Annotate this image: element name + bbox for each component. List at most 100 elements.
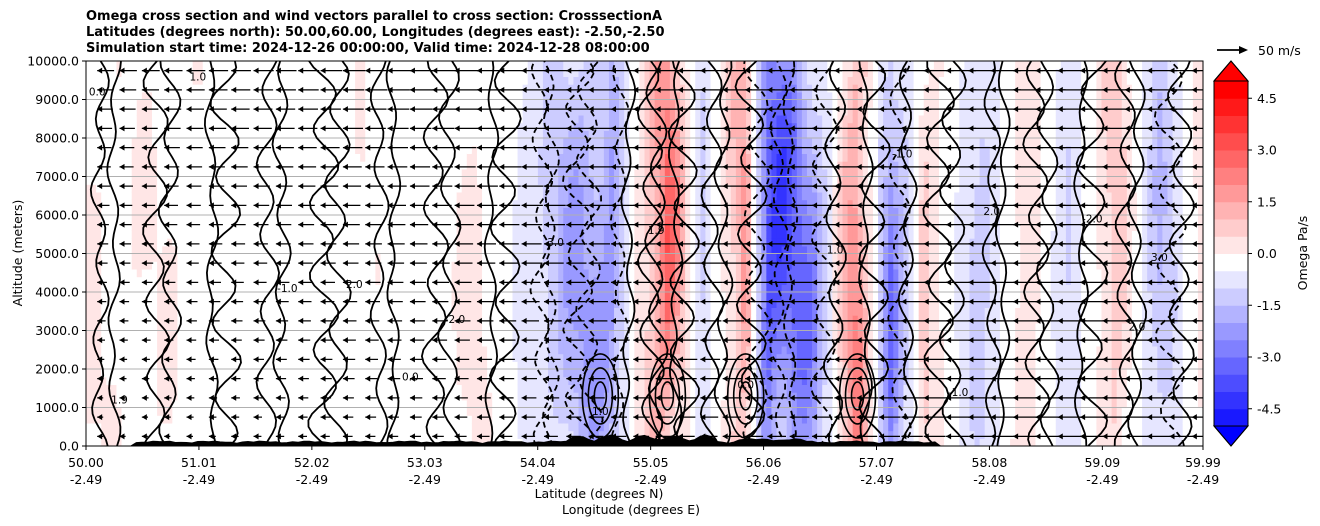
omega-cell xyxy=(197,138,204,147)
omega-cell xyxy=(268,230,275,239)
omega-cell xyxy=(268,407,275,416)
omega-cell xyxy=(238,245,244,255)
omega-cell xyxy=(146,99,153,108)
omega-cell xyxy=(512,199,519,208)
omega-cell xyxy=(400,99,407,108)
omega-cell xyxy=(131,122,138,131)
omega-cell xyxy=(182,122,189,131)
omega-cell xyxy=(436,284,443,293)
omega-cell xyxy=(314,84,321,93)
omega-cell xyxy=(482,369,488,378)
omega-cell xyxy=(167,399,173,409)
omega-cell xyxy=(451,107,458,116)
omega-cell xyxy=(492,245,498,255)
omega-cell xyxy=(456,330,463,339)
omega-cell xyxy=(471,307,478,316)
omega-cell xyxy=(365,76,371,85)
omega-cell xyxy=(106,261,112,270)
omega-cell xyxy=(319,184,326,193)
omega-cell xyxy=(243,99,250,108)
omega-cell xyxy=(314,415,321,424)
omega-cell xyxy=(212,322,219,332)
omega-cell xyxy=(162,238,168,247)
omega-cell xyxy=(278,191,285,201)
omega-cell xyxy=(121,245,128,255)
omega-cell xyxy=(136,153,143,162)
omega-cell xyxy=(157,107,163,116)
omega-cell xyxy=(278,330,285,339)
omega-cell xyxy=(131,345,138,355)
omega-cell xyxy=(172,422,178,432)
omega-cell xyxy=(558,168,564,178)
omega-cell xyxy=(355,61,361,70)
omega-cell xyxy=(101,245,107,255)
omega-cell xyxy=(578,430,585,439)
omega-cell xyxy=(197,268,204,278)
omega-cell xyxy=(126,330,133,339)
omega-cell xyxy=(400,322,407,332)
omega-cell xyxy=(223,268,229,278)
omega-cell xyxy=(350,315,356,324)
omega-cell xyxy=(360,415,366,424)
omega-cell xyxy=(96,276,102,285)
omega-cell xyxy=(370,215,377,224)
omega-cell xyxy=(273,230,280,239)
omega-cell xyxy=(385,361,392,370)
omega-cell xyxy=(502,122,509,131)
omega-cell xyxy=(263,407,270,416)
omega-cell xyxy=(248,168,255,178)
omega-cell xyxy=(558,384,564,393)
omega-cell xyxy=(502,299,509,308)
omega-cell xyxy=(289,68,295,77)
omega-cell xyxy=(162,153,168,162)
omega-cell xyxy=(553,161,559,170)
omega-cell xyxy=(441,130,448,139)
omega-cell xyxy=(537,345,544,355)
omega-cell xyxy=(344,191,351,201)
omega-cell xyxy=(527,161,534,170)
omega-cell xyxy=(548,230,554,239)
omega-cell xyxy=(512,107,519,116)
omega-cell xyxy=(416,215,422,224)
omega-cell xyxy=(334,138,341,147)
omega-cell xyxy=(243,322,250,332)
omega-cell xyxy=(395,253,402,262)
omega-cell xyxy=(461,191,468,201)
omega-cell xyxy=(253,292,260,301)
omega-cell xyxy=(390,238,397,247)
omega-cell xyxy=(197,145,204,154)
omega-cell xyxy=(96,238,102,247)
omega-cell xyxy=(446,122,453,131)
omega-cell xyxy=(243,330,250,339)
omega-cell xyxy=(482,415,488,424)
omega-cell xyxy=(136,307,143,316)
omega-cell xyxy=(197,284,204,293)
omega-cell xyxy=(471,145,478,154)
omega-cell xyxy=(507,315,514,324)
omega-cell xyxy=(360,384,366,393)
omega-cell xyxy=(390,207,397,216)
omega-cell xyxy=(299,99,305,108)
omega-cell xyxy=(461,361,468,370)
omega-cell xyxy=(289,299,295,308)
omega-cell xyxy=(86,199,92,208)
omega-cell xyxy=(192,384,199,393)
omega-cell xyxy=(517,253,524,262)
omega-cell xyxy=(197,345,204,355)
omega-cell xyxy=(111,130,118,139)
omega-cell xyxy=(502,415,509,424)
omega-cell xyxy=(86,76,92,85)
omega-cell xyxy=(258,161,265,170)
omega-cell xyxy=(476,222,483,231)
omega-cell xyxy=(537,68,544,77)
omega-cell xyxy=(289,261,295,270)
omega-cell xyxy=(111,261,118,270)
omega-cell xyxy=(197,61,204,70)
omega-cell xyxy=(167,284,173,293)
omega-cell xyxy=(421,114,427,124)
omega-cell xyxy=(263,176,270,185)
omega-cell xyxy=(314,99,321,108)
omega-cell xyxy=(451,114,458,124)
omega-cell xyxy=(329,68,336,77)
omega-cell xyxy=(238,168,244,178)
